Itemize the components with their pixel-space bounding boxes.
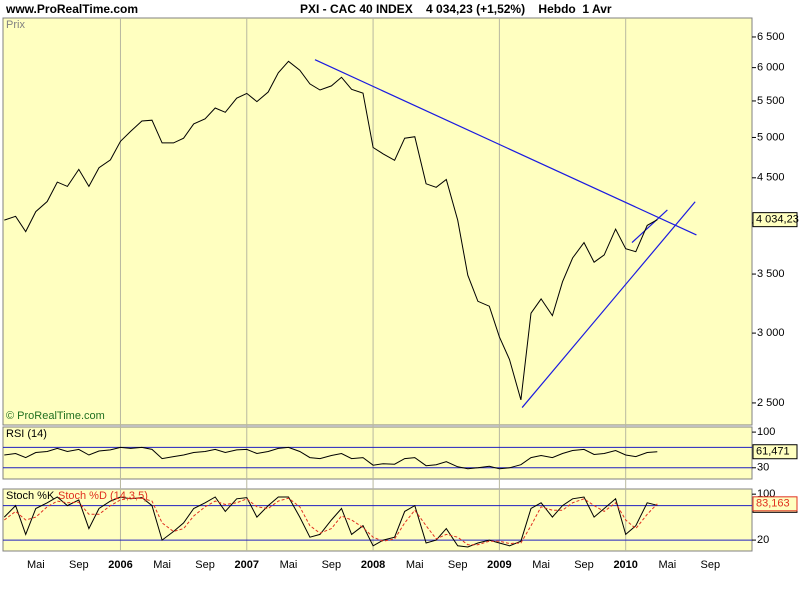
panel-label: Stoch %K <box>6 490 55 502</box>
chart-title: PXI - CAC 40 INDEX 4 034,23 (+1,52%) Heb… <box>300 2 612 16</box>
x-tick-label: Mai <box>153 559 171 571</box>
panel-background <box>2 488 753 552</box>
legend-label: Stoch %D (14,3,5) <box>58 490 148 502</box>
y-tick-label: 5 500 <box>757 95 785 107</box>
y-tick-label: 6 500 <box>757 31 785 43</box>
panel-background <box>2 426 753 480</box>
y-tick-label: 5 000 <box>757 131 785 143</box>
last-value-label: 61,471 <box>756 446 790 458</box>
y-tick-label: 100 <box>757 426 775 438</box>
series-line <box>3 496 658 548</box>
x-tick-label: Mai <box>659 559 677 571</box>
trend-line <box>631 209 668 244</box>
x-tick-label: 2008 <box>361 559 385 571</box>
trend-line <box>521 201 696 408</box>
x-tick-label: 2009 <box>487 559 511 571</box>
panel-label: Prix <box>6 19 25 31</box>
series-line <box>3 497 658 546</box>
x-tick-label: Sep <box>701 559 721 571</box>
y-tick-label: 4 500 <box>757 172 785 184</box>
panel-background <box>2 17 753 426</box>
last-value-box <box>752 496 798 512</box>
x-tick-label: Sep <box>195 559 215 571</box>
site-name: www.ProRealTime.com <box>5 2 138 16</box>
y-tick-label: 30 <box>757 462 769 474</box>
x-tick-label: Mai <box>27 559 45 571</box>
x-tick-label: 2006 <box>108 559 132 571</box>
x-tick-label: Mai <box>280 559 298 571</box>
x-tick-label: Sep <box>322 559 342 571</box>
last-value-label: 83,163 <box>756 498 790 510</box>
watermark: © ProRealTime.com <box>6 410 105 422</box>
panel-label: RSI (14) <box>6 428 47 440</box>
y-tick-label: 2 500 <box>757 397 785 409</box>
x-tick-label: 2010 <box>613 559 637 571</box>
x-tick-label: 2007 <box>235 559 259 571</box>
x-tick-label: Sep <box>69 559 89 571</box>
series-line <box>4 60 658 401</box>
y-tick-label: 20 <box>757 534 769 546</box>
x-tick-label: Sep <box>448 559 468 571</box>
last-value-label: 4 034,23 <box>756 214 799 226</box>
last-value-box <box>752 212 798 228</box>
series-line <box>4 446 658 470</box>
y-tick-label: 3 000 <box>757 327 785 339</box>
x-tick-label: Sep <box>574 559 594 571</box>
last-value-box <box>752 444 798 460</box>
x-tick-label: Mai <box>406 559 424 571</box>
y-tick-label: 3 500 <box>757 268 785 280</box>
trend-line <box>314 59 697 236</box>
y-tick-label: 6 000 <box>757 62 785 74</box>
x-tick-label: Mai <box>532 559 550 571</box>
